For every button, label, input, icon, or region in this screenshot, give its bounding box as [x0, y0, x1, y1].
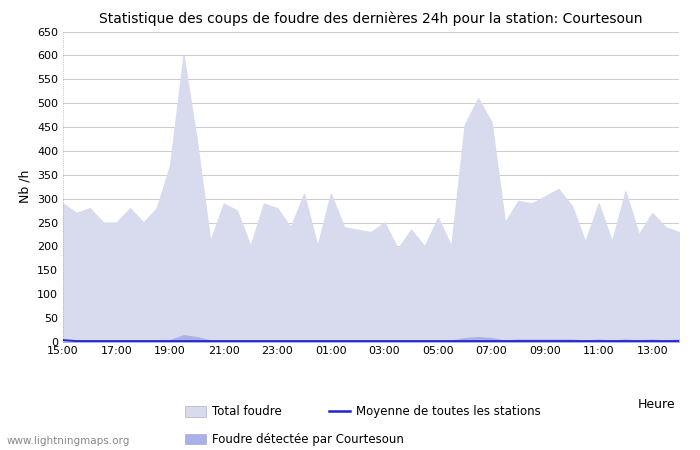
Text: www.lightningmaps.org: www.lightningmaps.org — [7, 436, 130, 446]
Legend: Foudre détectée par Courtesoun: Foudre détectée par Courtesoun — [180, 428, 408, 450]
Y-axis label: Nb /h: Nb /h — [18, 170, 32, 203]
Title: Statistique des coups de foudre des dernières 24h pour la station: Courtesoun: Statistique des coups de foudre des dern… — [99, 12, 643, 26]
Text: Heure: Heure — [638, 398, 676, 411]
